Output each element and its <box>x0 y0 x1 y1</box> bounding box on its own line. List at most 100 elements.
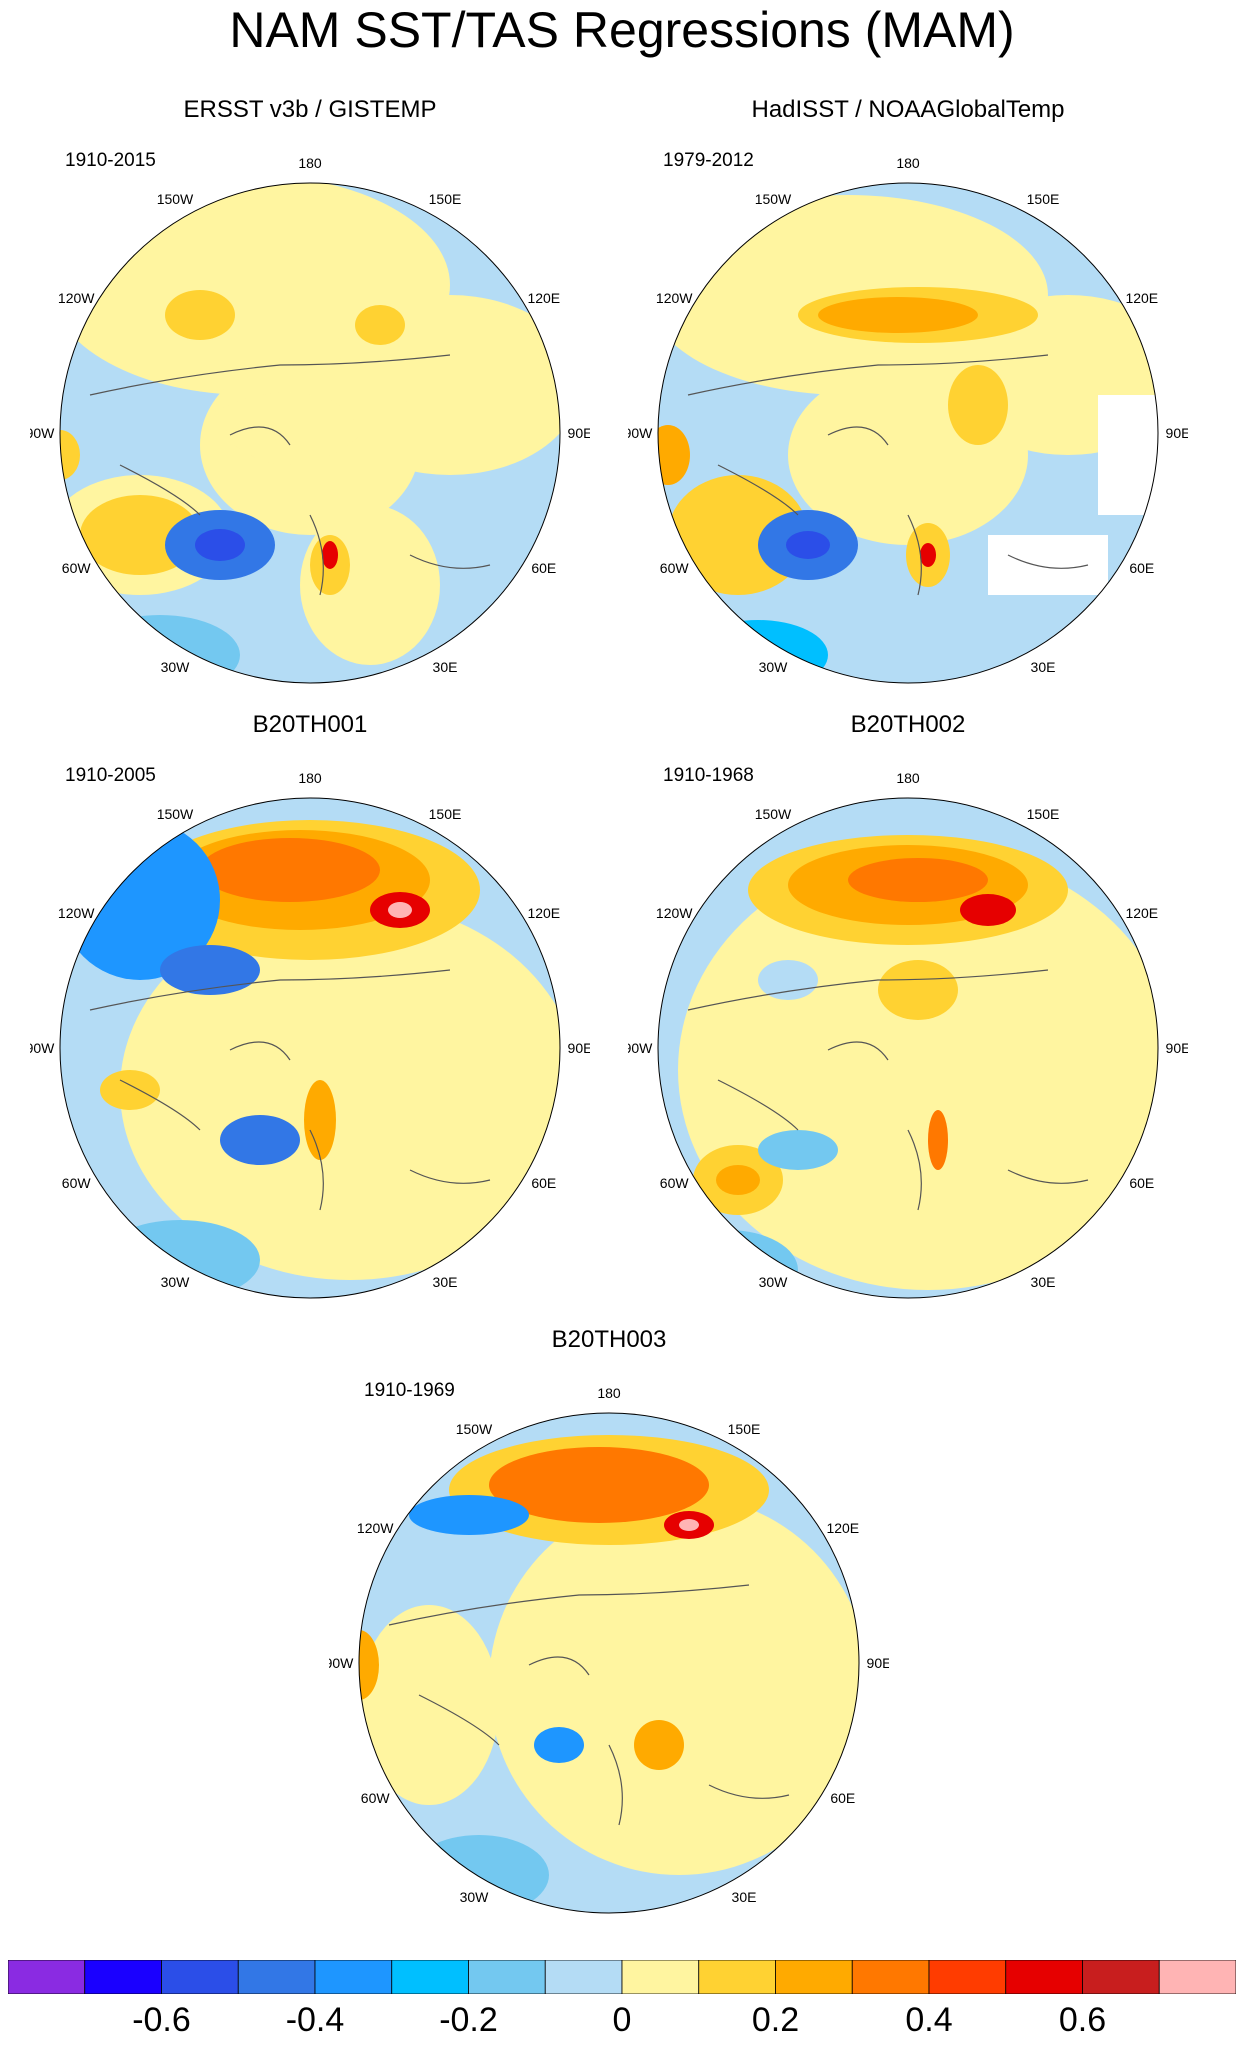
colorbar-swatch <box>544 1960 623 1994</box>
longitude-label: 30E <box>433 659 458 675</box>
polar-map: 180150E120E90E60E30E030W60W90W120W150W <box>30 770 590 1299</box>
longitude-label: 180 <box>597 1385 621 1401</box>
period-label: 1910-1968 <box>663 765 754 786</box>
colorbar-swatch <box>1082 1960 1160 1994</box>
longitude-label: 120E <box>826 1520 859 1536</box>
colorbar-tick-label: 0.6 <box>1058 2001 1107 2039</box>
longitude-label: 150W <box>755 191 792 207</box>
longitude-label: 180 <box>298 770 322 786</box>
longitude-label: 60E <box>1129 560 1154 576</box>
map-panel-5: B20TH003 1910-1969 180150E120E90E60E30E0… <box>329 1325 889 1925</box>
colorbar-swatch <box>1158 1960 1236 1994</box>
colorbar-swatch <box>698 1960 776 1994</box>
longitude-label: 30W <box>759 1274 789 1290</box>
longitude-label: 60E <box>531 560 556 576</box>
longitude-label: 30W <box>161 659 191 675</box>
period-label: 1979-2012 <box>663 150 754 171</box>
colorbar-swatch <box>775 1960 853 1994</box>
longitude-label: 150E <box>429 191 462 207</box>
colorbar-swatch <box>468 1960 546 1994</box>
colorbar-tick-label: -0.2 <box>439 2001 498 2039</box>
longitude-label: 180 <box>896 770 920 786</box>
longitude-label: 90E <box>568 425 590 441</box>
longitude-label: 90W <box>628 1040 653 1056</box>
panel-title: B20TH001 <box>252 711 368 738</box>
longitude-label: 150W <box>157 191 194 207</box>
polar-map: 180150E120E90E60E30E030W60W90W120W150W <box>329 1385 889 1914</box>
longitude-label: 150E <box>1027 191 1060 207</box>
colorbar-tick-label: 0.4 <box>905 2001 953 2039</box>
panel-title: B20TH003 <box>551 1326 667 1353</box>
colorbar-swatch <box>314 1960 393 1994</box>
longitude-label: 120W <box>58 905 95 921</box>
colorbar <box>8 1960 1236 1994</box>
colorbar-tick-label: 0 <box>612 2001 632 2039</box>
longitude-label: 30E <box>1031 1274 1056 1290</box>
panel-title: HadISST / NOAAGlobalTemp <box>751 96 1065 123</box>
longitude-label: 90W <box>30 425 55 441</box>
longitude-label: 90W <box>628 425 653 441</box>
longitude-label: 90E <box>568 1040 590 1056</box>
period-label: 1910-2005 <box>65 765 156 786</box>
longitude-label: 60W <box>62 1175 92 1191</box>
longitude-label: 60W <box>660 560 690 576</box>
longitude-label: 120E <box>527 905 560 921</box>
map-panel-3: B20TH001 1910-2005 180150E120E90E60E30E0… <box>30 710 590 1310</box>
longitude-label: 90W <box>30 1040 55 1056</box>
longitude-label: 90E <box>867 1655 889 1671</box>
longitude-label: 120W <box>656 905 693 921</box>
longitude-label: 120E <box>1125 905 1158 921</box>
longitude-label: 150E <box>1027 806 1060 822</box>
colorbar-swatch <box>851 1960 930 1994</box>
panel-title: ERSST v3b / GISTEMP <box>183 96 437 123</box>
map-panel-1: ERSST v3b / GISTEMP 1910-2015 180 150E 120… <box>30 95 590 695</box>
map-panel-2: HadISST / NOAAGlobalTemp 1979-2012 180 15… <box>628 95 1188 695</box>
longitude-label: 60W <box>660 1175 690 1191</box>
colorbar-swatch <box>391 1960 469 1994</box>
longitude-label: 60W <box>361 1790 391 1806</box>
polar-map: 180150E120E90E60E30E030W60W90W120W150W <box>30 155 590 684</box>
polar-map: 180150E120E90E60E30E030W60W90W120W150W <box>628 155 1188 684</box>
longitude-label: 180 <box>298 155 322 171</box>
longitude-label: 60E <box>830 1790 855 1806</box>
longitude-label: 120E <box>527 290 560 306</box>
period-label: 1910-1969 <box>364 1380 455 1401</box>
period-label: 1910-2015 <box>65 150 156 171</box>
longitude-label: 150E <box>429 806 462 822</box>
polar-map: 180150E120E90E60E30E030W60W90W120W150W <box>628 770 1188 1299</box>
panel-title: B20TH002 <box>850 711 966 738</box>
colorbar-swatch <box>621 1960 700 1994</box>
colorbar-tick-label: -0.6 <box>132 2001 191 2039</box>
longitude-label: 150W <box>157 806 194 822</box>
colorbar-swatch <box>928 1960 1007 1994</box>
longitude-label: 30W <box>759 659 789 675</box>
colorbar-swatch <box>237 1960 316 1994</box>
longitude-label: 150E <box>728 1421 761 1437</box>
longitude-label: 60E <box>1129 1175 1154 1191</box>
longitude-label: 90E <box>1166 1040 1188 1056</box>
longitude-label: 60E <box>531 1175 556 1191</box>
longitude-label: 90E <box>1166 425 1188 441</box>
longitude-label: 30W <box>460 1889 490 1905</box>
longitude-label: 90W <box>329 1655 354 1671</box>
colorbar-swatch <box>84 1960 162 1994</box>
page-title: NAM SST/TAS Regressions (MAM) <box>229 2 1015 58</box>
colorbar-swatch <box>8 1960 86 1994</box>
longitude-label: 30E <box>1031 659 1056 675</box>
longitude-label: 150W <box>456 1421 493 1437</box>
longitude-label: 180 <box>896 155 920 171</box>
colorbar-swatch <box>1005 1960 1083 1994</box>
longitude-label: 30E <box>433 1274 458 1290</box>
longitude-label: 120W <box>656 290 693 306</box>
longitude-label: 120W <box>357 1520 394 1536</box>
colorbar-swatch <box>161 1960 239 1994</box>
map-panel-4: B20TH002 1910-1968 180150E120E90E60E30E0… <box>628 710 1188 1310</box>
longitude-label: 120W <box>58 290 95 306</box>
longitude-label: 120E <box>1125 290 1158 306</box>
colorbar-tick-label: 0.2 <box>751 2001 800 2039</box>
longitude-label: 150W <box>755 806 792 822</box>
longitude-label: 60W <box>62 560 92 576</box>
longitude-label: 30W <box>161 1274 191 1290</box>
colorbar-tick-label: -0.4 <box>285 2001 345 2039</box>
longitude-label: 30E <box>732 1889 757 1905</box>
